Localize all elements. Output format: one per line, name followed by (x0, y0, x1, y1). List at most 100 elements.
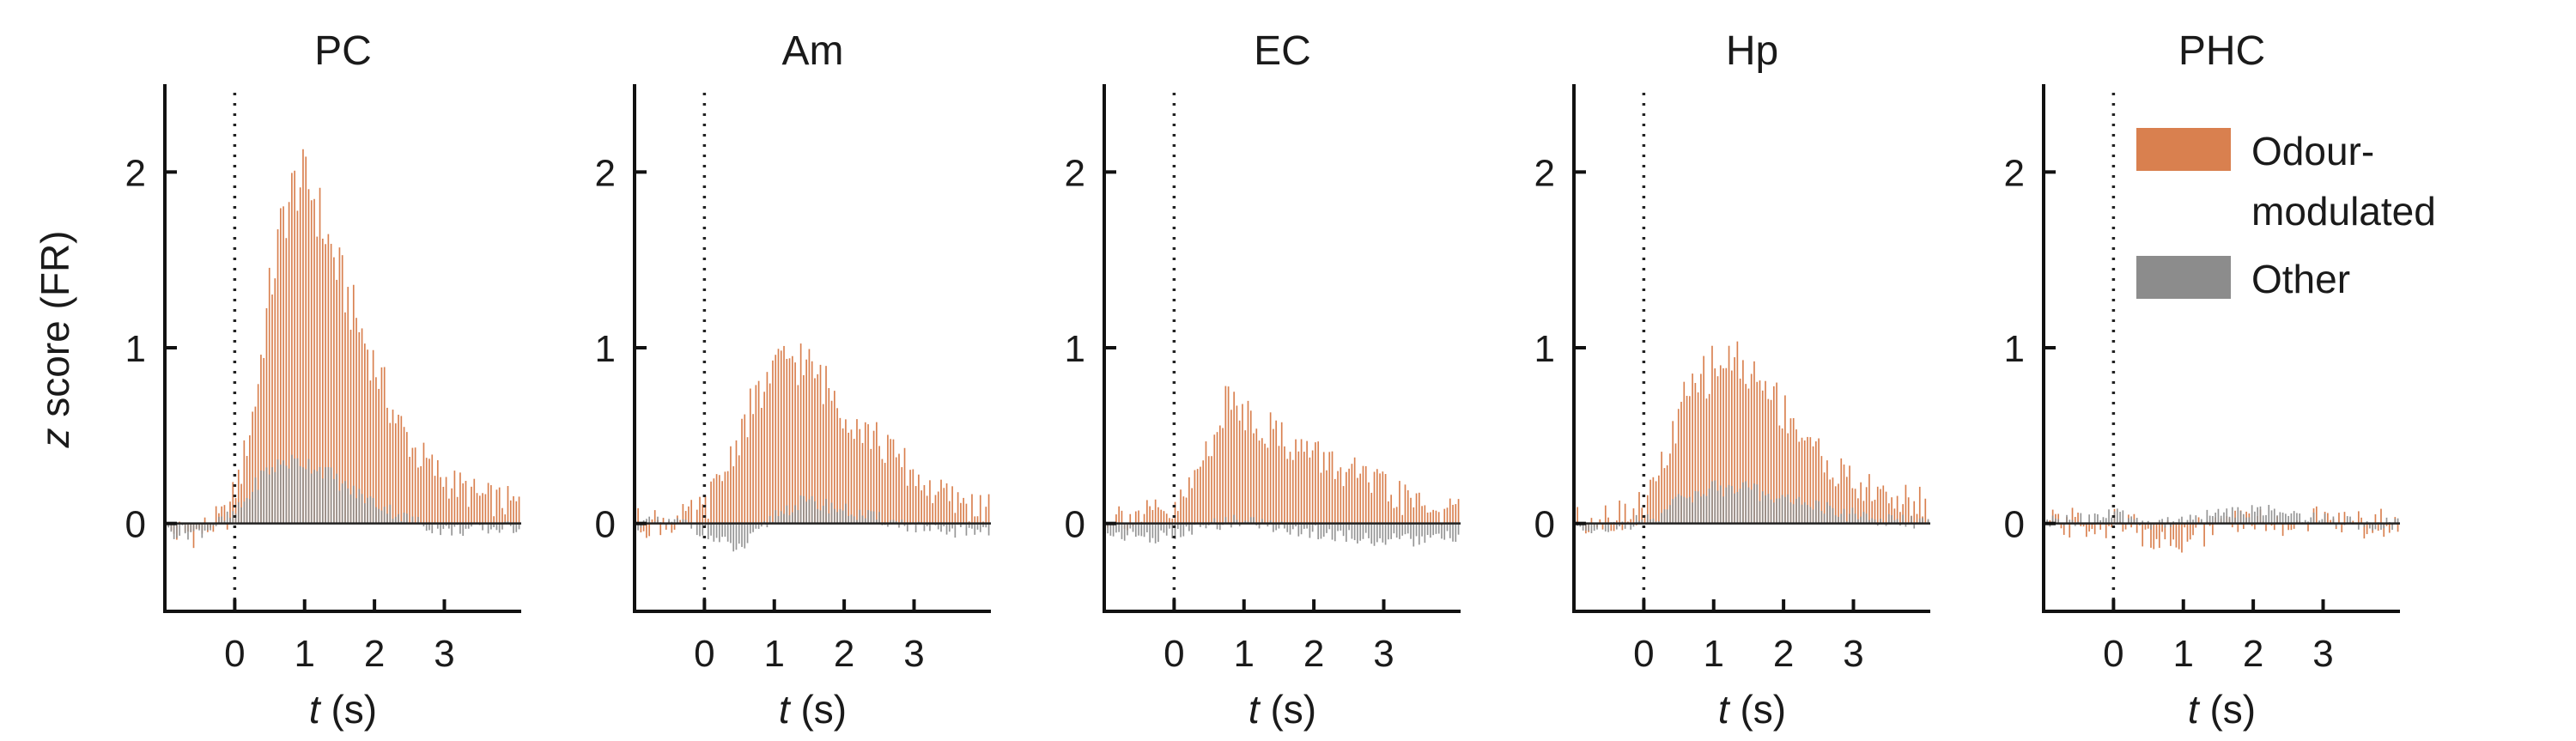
bar (1230, 410, 1232, 524)
bar (383, 367, 386, 524)
bar (1770, 499, 1772, 524)
bar (1300, 439, 1303, 524)
bar (1359, 473, 1362, 524)
bar (403, 427, 405, 524)
bar (1320, 523, 1322, 539)
bar (1337, 523, 1339, 531)
bar (207, 523, 209, 531)
bar (1364, 523, 1367, 533)
bar (268, 474, 270, 524)
bar (2299, 513, 2301, 524)
legend-swatch-odour (2136, 128, 2231, 171)
bar (1289, 452, 1291, 524)
bar (1652, 518, 1655, 524)
bar (2296, 513, 2298, 524)
bar (1353, 523, 1356, 541)
bar (1610, 523, 1613, 531)
bar (2128, 518, 2129, 524)
bar (361, 328, 363, 524)
bar (336, 473, 337, 524)
bar (1289, 523, 1291, 535)
bar (1753, 483, 1755, 524)
bar (1838, 516, 1839, 524)
bar (1798, 496, 1801, 524)
bar (987, 494, 990, 524)
bar (1711, 345, 1713, 524)
bar (1261, 438, 1263, 524)
bar (1739, 378, 1741, 524)
bar (1284, 523, 1285, 529)
bar (2150, 523, 2152, 530)
bar (1663, 509, 1666, 524)
bar (1121, 523, 1123, 539)
bar (1893, 519, 1896, 524)
bar (2105, 523, 2107, 538)
bar (2102, 517, 2105, 524)
bar (671, 523, 673, 533)
bar (1801, 504, 1803, 524)
bar (2170, 523, 2172, 546)
bar (1845, 477, 1848, 524)
bar (1719, 485, 1722, 524)
bar (333, 257, 335, 524)
bar (923, 523, 926, 531)
bar (2335, 523, 2337, 526)
bar (903, 447, 906, 524)
bar (296, 458, 299, 524)
series-other (165, 454, 520, 540)
bar (1860, 482, 1862, 524)
bar (872, 511, 875, 524)
bar (811, 495, 813, 524)
bar (1820, 456, 1823, 524)
bar (1415, 523, 1418, 537)
bar (1692, 502, 1693, 524)
x-tick-label: 1 (295, 633, 315, 675)
bar (1789, 502, 1792, 524)
bar (1734, 493, 1735, 524)
bar (1399, 523, 1400, 539)
bar (252, 491, 253, 524)
bar (1632, 523, 1635, 527)
bar (1891, 514, 1893, 524)
bar (1893, 508, 1896, 524)
bar (1273, 523, 1274, 532)
bar (459, 523, 461, 534)
bar (173, 523, 175, 539)
bar (1798, 441, 1801, 524)
bar (657, 516, 659, 524)
bar (1905, 484, 1907, 524)
bar (2153, 523, 2155, 550)
bar (2178, 523, 2180, 550)
bar (341, 483, 343, 524)
bar (2366, 521, 2368, 524)
bar (1213, 434, 1216, 524)
bar (378, 388, 380, 524)
bar (1826, 501, 1828, 524)
bar (355, 498, 357, 524)
bar (2158, 523, 2160, 549)
bar (398, 513, 399, 524)
bar (1913, 523, 1916, 529)
bar (425, 523, 428, 531)
bar (234, 498, 237, 524)
bar (2343, 512, 2346, 524)
bar (2086, 523, 2087, 538)
bar (268, 267, 270, 524)
bar (1404, 484, 1406, 524)
bar (1388, 523, 1389, 540)
bar (724, 523, 726, 538)
bar (1916, 513, 1918, 524)
bar (386, 407, 388, 524)
bar (344, 481, 346, 524)
bar (2069, 523, 2071, 538)
bar (817, 508, 819, 524)
bar (1703, 355, 1704, 524)
bar (283, 460, 284, 524)
bar (1838, 483, 1839, 524)
bar (783, 513, 785, 524)
panel-title: PHC (2178, 28, 2265, 74)
bar (696, 509, 698, 524)
bar (2069, 519, 2071, 524)
bar (1395, 523, 1398, 538)
bar (2223, 512, 2225, 524)
